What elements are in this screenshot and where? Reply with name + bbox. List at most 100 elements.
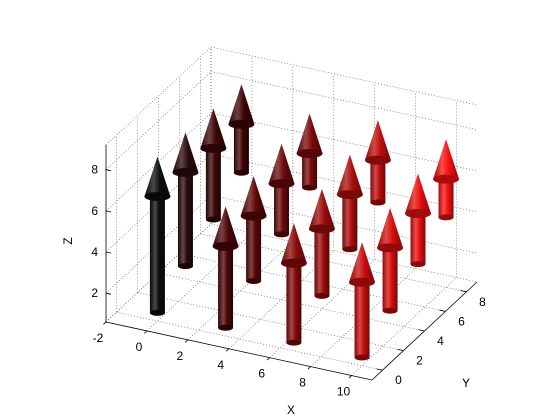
x-tick-mark (307, 366, 311, 370)
arrow-head (364, 120, 391, 161)
arrow-shaft (149, 196, 165, 313)
x-axis-line (105, 321, 373, 381)
z-tick-mark (105, 210, 112, 213)
back-top-edge-right (210, 46, 478, 106)
x-tick-label: 2 (177, 349, 184, 363)
arrow-head-base (377, 243, 404, 253)
back-top-edge-left (105, 46, 212, 146)
arrow-shaft-base (354, 354, 370, 361)
arrow (212, 206, 239, 331)
arrow-head (240, 176, 267, 217)
arrow (349, 242, 376, 361)
arrow-shaft-base (177, 263, 193, 270)
y-tick-mark (376, 368, 383, 371)
arrow-shaft-base (438, 214, 454, 221)
y-tick-label: 4 (437, 334, 444, 348)
arrow-head (200, 108, 227, 149)
arrow-shaft-base (342, 246, 358, 253)
arrow-head (212, 206, 239, 247)
arrow (405, 173, 432, 268)
arrow (433, 139, 460, 221)
arrow (364, 120, 391, 206)
arrow (200, 108, 227, 223)
arrow-shaft (246, 216, 262, 282)
x-tick-label: -2 (93, 331, 104, 345)
arrow-shaft-base (149, 309, 165, 316)
arrow-head-base (268, 179, 295, 189)
x-tick-mark (103, 321, 107, 325)
x-tick-label: 8 (299, 376, 306, 390)
arrow-head (308, 188, 335, 229)
y-tick-mark (418, 329, 425, 332)
arrow-shaft (274, 183, 290, 235)
arrow-head-base (405, 209, 432, 219)
axis-lines (103, 145, 478, 381)
arrow-shaft (354, 282, 370, 358)
y-tick-mark (460, 290, 467, 293)
arrow-shaft-base (302, 184, 318, 191)
arrow (377, 207, 404, 314)
y-floor-gridline (137, 292, 404, 351)
arrow-shaft-base (314, 292, 330, 299)
z-tick-label: 6 (91, 204, 98, 218)
y-tick-mark (397, 348, 404, 351)
z-tick-label: 4 (91, 245, 98, 259)
arrow (308, 188, 335, 299)
y-tick-label: 8 (479, 295, 486, 309)
x-tick-label: 0 (136, 340, 143, 354)
arrow-shaft (438, 179, 454, 218)
z-tick-label: 8 (91, 163, 98, 177)
y-floor-gridline (158, 272, 425, 332)
z-wall-gridline (105, 71, 212, 170)
arrow-head (172, 132, 199, 173)
arrow (280, 223, 307, 346)
arrow-shaft-base (274, 231, 290, 238)
x-tick-label: 4 (217, 358, 224, 372)
arrow-shaft (382, 247, 398, 311)
arrow (240, 176, 267, 285)
arrow-head (349, 242, 376, 283)
arrow-shaft (302, 153, 318, 188)
arrow-shaft-base (286, 339, 302, 346)
arrow-shaft-base (218, 324, 234, 331)
arrow-shaft (286, 263, 302, 343)
arrow-head-base (280, 258, 307, 268)
y-tick-label: 0 (395, 373, 402, 387)
z-wall-gridline (210, 112, 478, 172)
arrow-head (268, 143, 295, 184)
arrow-head (336, 154, 363, 195)
arrow-head (433, 139, 460, 180)
arrow-shaft-base (205, 216, 221, 223)
z-tick-mark (105, 169, 112, 172)
arrow-head-base (364, 155, 391, 165)
arrow-shaft-base (382, 307, 398, 314)
z-tick-mark (105, 251, 112, 254)
arrows (144, 84, 460, 361)
x-tick-label: 6 (258, 367, 265, 381)
arrow-head-base (349, 277, 376, 287)
x-tick-mark (348, 375, 352, 379)
x-axis-label: X (287, 403, 295, 417)
y-tick-label: 6 (458, 314, 465, 328)
arrow-head-base (172, 167, 199, 177)
arrow-head (405, 173, 432, 214)
z-tick-mark (105, 292, 112, 295)
x-tick-mark (225, 348, 230, 352)
y-floor-gridline (200, 233, 467, 293)
arrow (336, 154, 363, 253)
arrow-head-base (212, 241, 239, 251)
x-tick-mark (184, 339, 189, 343)
arrow-head (296, 113, 323, 154)
z-tick-label: 2 (91, 286, 98, 300)
z-wall-gridline (210, 71, 478, 130)
z-axis-label: Z (61, 237, 75, 244)
arrow-head (377, 207, 404, 248)
arrow (268, 143, 295, 238)
arrow (296, 113, 323, 191)
arrow-head-base (200, 143, 227, 153)
x-tick-mark (266, 357, 270, 361)
arrow (228, 84, 255, 176)
x-tick-mark (144, 330, 148, 334)
arrow-shaft-base (233, 169, 249, 176)
